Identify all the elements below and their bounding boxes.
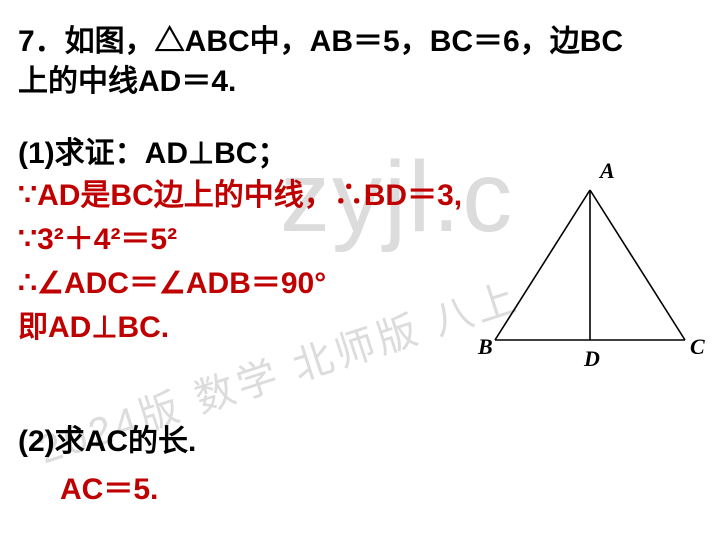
part1-step-3: ∴∠ADC＝∠ADB＝90° (18, 258, 326, 302)
problem-text-1: 7．如图，△ABC中，AB＝5，BC＝6，边BC (18, 25, 623, 58)
label-C: C (690, 334, 705, 359)
diagram-label-B: B (478, 334, 493, 360)
problem-line-2: 上的中线AD＝4. (18, 56, 236, 100)
problem-line-1: 7．如图，△ABC中，AB＝5，BC＝6，边BC (18, 16, 623, 60)
diagram-label-C: C (690, 334, 705, 360)
part1-s4-text: 即AD⊥BC. (18, 311, 169, 344)
part1-s1-text: ∵AD是BC边上的中线，∴BD＝3, (18, 179, 462, 212)
part1-step-1: ∵AD是BC边上的中线，∴BD＝3, (18, 170, 462, 214)
part1-q-text: (1)求证：AD⊥BC； (18, 137, 287, 170)
part2-s1-text: AC＝5. (60, 473, 158, 506)
label-B: B (478, 334, 493, 359)
part1-s2-text: ∵3²＋4²＝5² (18, 223, 177, 256)
part2-step-1: AC＝5. (60, 464, 158, 508)
part2-question: (2)求AC的长. (18, 416, 196, 460)
part1-question: (1)求证：AD⊥BC； (18, 128, 287, 172)
part1-s3-text: ∴∠ADC＝∠ADB＝90° (18, 267, 326, 300)
diagram-label-D: D (584, 346, 600, 372)
label-D: D (584, 346, 600, 371)
part1-step-2: ∵3²＋4²＝5² (18, 214, 177, 258)
part1-step-4: 即AD⊥BC. (18, 302, 169, 346)
diagram-label-A: A (600, 158, 615, 184)
part2-q-text: (2)求AC的长. (18, 425, 196, 458)
label-A: A (600, 158, 615, 183)
problem-text-2: 上的中线AD＝4. (18, 65, 236, 98)
